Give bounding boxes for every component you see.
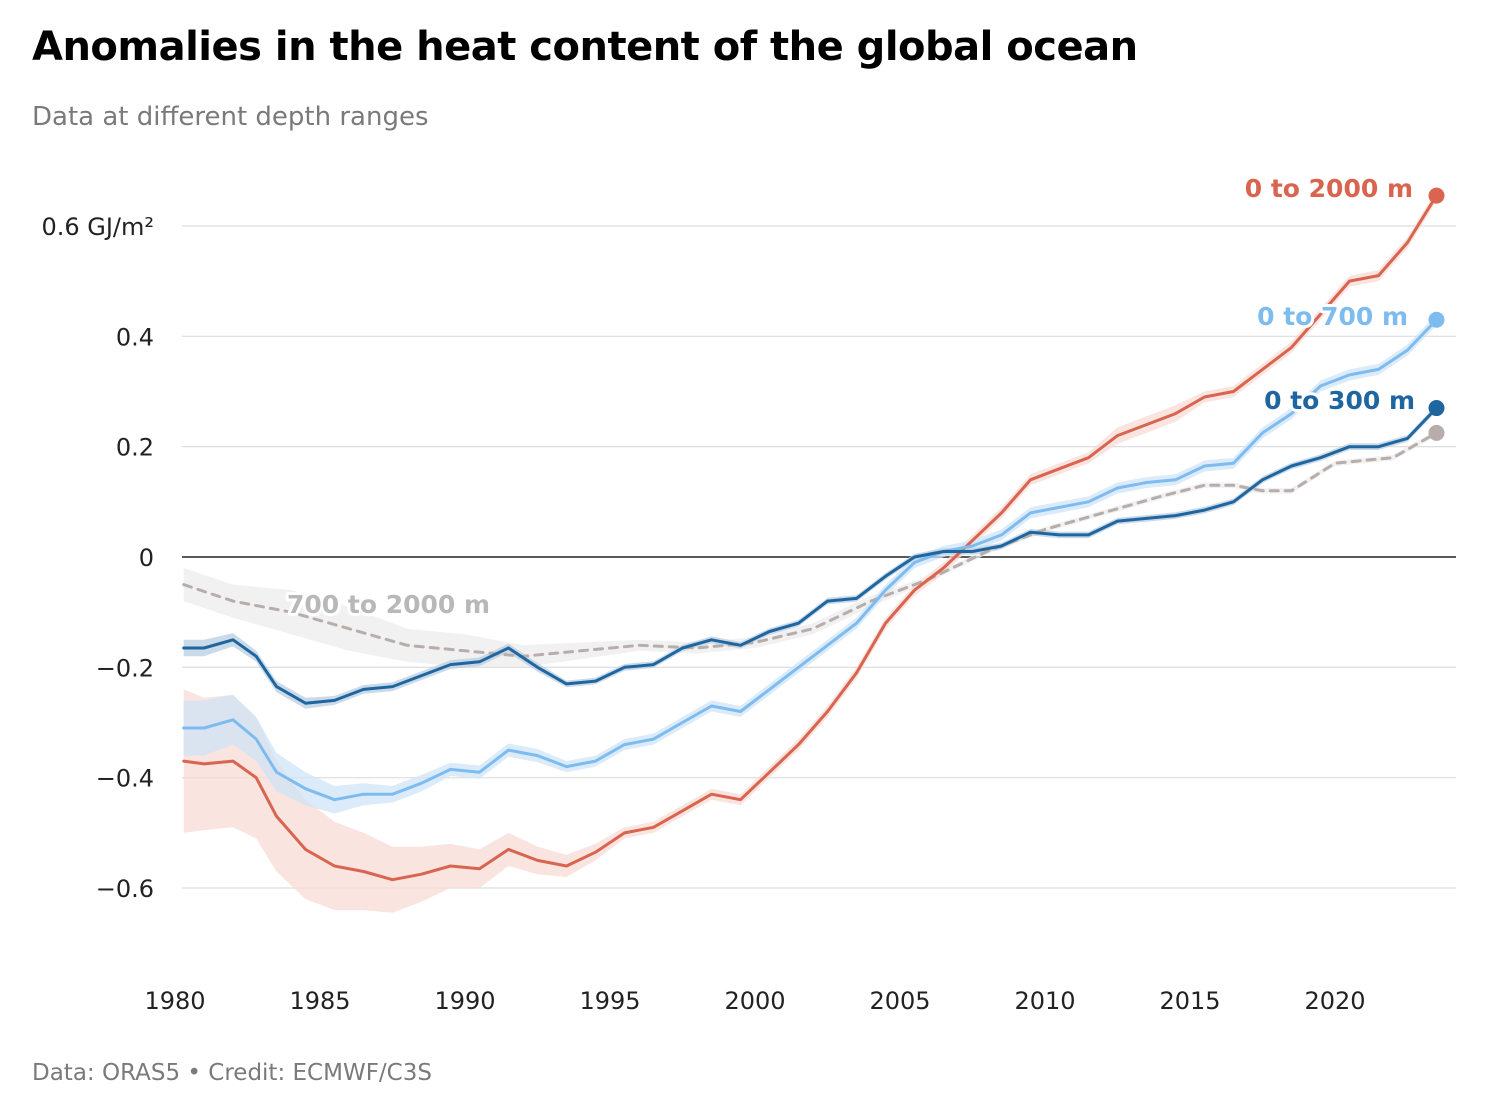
y-tick-label: −0.6 xyxy=(96,875,154,903)
y-tick-label: −0.4 xyxy=(96,765,154,793)
x-tick-label: 2000 xyxy=(724,987,785,1015)
y-tick-label: 0.4 xyxy=(116,323,154,351)
x-tick-label: 1985 xyxy=(289,987,350,1015)
x-tick-label: 2020 xyxy=(1304,987,1365,1015)
x-axis: 1980 1985 1990 1995 2000 2005 2010 2015 2020 xyxy=(144,987,1365,1015)
x-tick-label: 1995 xyxy=(579,987,640,1015)
y-tick-label: 0.2 xyxy=(116,434,154,462)
end-point-0-to-700-m xyxy=(1428,311,1445,328)
series-label-0-to-2000-m: 0 to 2000 m xyxy=(1245,174,1413,203)
series-label-700-to-2000-m: 700 to 2000 m xyxy=(287,590,490,619)
line-0-to-700-m xyxy=(182,318,1438,802)
ocean-heat-chart: 0.6 GJ/m² 0.4 0.2 0 −0.2 −0.4 −0.6 1980 1985 199… xyxy=(41,171,1456,1015)
y-tick-label: −0.2 xyxy=(96,654,154,682)
band-0-to-700-m xyxy=(183,314,1437,814)
source-credit: Data: ORAS5 • Credit: ECMWF/C3S xyxy=(32,1060,432,1086)
x-tick-label: 2015 xyxy=(1159,987,1220,1015)
x-tick-label: 1980 xyxy=(144,987,205,1015)
chart-title: Anomalies in the heat content of the glo… xyxy=(32,24,1138,70)
x-tick-label: 1990 xyxy=(434,987,495,1015)
series-label-0-to-700-m: 0 to 700 m xyxy=(1257,302,1408,331)
y-axis: 0.6 GJ/m² 0.4 0.2 0 −0.2 −0.4 −0.6 xyxy=(41,213,154,903)
end-point-0-to-300-m xyxy=(1428,400,1445,417)
gridlines xyxy=(182,225,1456,889)
line-700-to-2000-m xyxy=(182,431,1438,658)
x-tick-label: 2005 xyxy=(869,987,930,1015)
line-0-to-2000-m xyxy=(182,194,1438,882)
chart-subtitle: Data at different depth ranges xyxy=(32,102,429,132)
series-lines xyxy=(182,194,1438,882)
series-label-0-to-300-m: 0 to 300 m xyxy=(1264,386,1415,415)
y-tick-label: 0.6 GJ/m² xyxy=(41,213,154,241)
series-labels: 700 to 2000 m 0 to 2000 m 0 to 700 m 0 to 3… xyxy=(284,171,1445,622)
band-700-to-2000-m xyxy=(183,430,1437,668)
x-tick-label: 2010 xyxy=(1014,987,1075,1015)
uncertainty-bands xyxy=(183,190,1437,913)
y-tick-label: 0 xyxy=(139,544,154,572)
end-point-700-to-2000-m xyxy=(1428,424,1445,441)
line-0-to-300-m xyxy=(182,406,1438,705)
band-0-to-2000-m xyxy=(183,190,1437,913)
end-point-0-to-2000-m xyxy=(1428,187,1445,204)
